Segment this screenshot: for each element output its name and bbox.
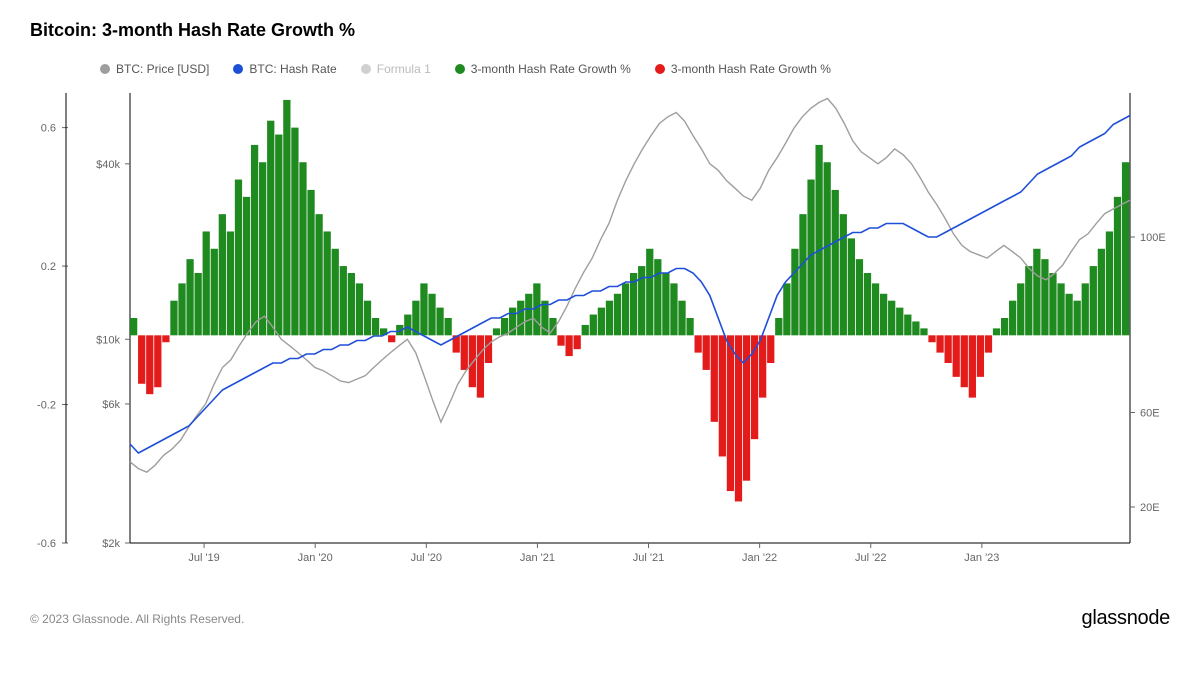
svg-text:$40k: $40k [96, 159, 120, 171]
chart-title: Bitcoin: 3-month Hash Rate Growth % [30, 20, 1170, 41]
chart-svg: -0.6 -0.2 0.2 0.6 $2k $6k $10k $40k 20E 60E 100E Ju… [30, 83, 1170, 593]
svg-text:Jul '22: Jul '22 [855, 552, 886, 564]
svg-text:Jan '21: Jan '21 [520, 552, 555, 564]
svg-text:0.6: 0.6 [41, 123, 56, 135]
chart-plot-area: -0.6 -0.2 0.2 0.6 $2k $6k $10k $40k 20E 60E 100E Ju… [30, 83, 1170, 593]
legend-label: 3-month Hash Rate Growth % [671, 62, 831, 76]
legend-dot-icon [655, 64, 665, 74]
svg-text:$10k: $10k [96, 334, 120, 346]
legend-dot-icon [233, 64, 243, 74]
legend-item[interactable]: Formula 1 [361, 62, 431, 76]
legend-item[interactable]: BTC: Price [USD] [100, 62, 209, 76]
legend-label: Formula 1 [377, 62, 431, 76]
svg-text:Jul '20: Jul '20 [411, 552, 442, 564]
legend-label: BTC: Price [USD] [116, 62, 209, 76]
svg-text:$2k: $2k [102, 538, 120, 550]
svg-text:Jan '23: Jan '23 [964, 552, 999, 564]
svg-text:20E: 20E [1140, 502, 1160, 514]
svg-text:Jul '21: Jul '21 [633, 552, 664, 564]
legend-label: 3-month Hash Rate Growth % [471, 62, 631, 76]
legend-dot-icon [455, 64, 465, 74]
svg-text:60E: 60E [1140, 408, 1160, 420]
copyright-text: © 2023 Glassnode. All Rights Reserved. [30, 612, 244, 626]
legend-dot-icon [361, 64, 371, 74]
svg-text:0.2: 0.2 [41, 261, 56, 273]
legend-label: BTC: Hash Rate [249, 62, 336, 76]
legend-item[interactable]: 3-month Hash Rate Growth % [455, 62, 631, 76]
chart-legend: BTC: Price [USD] BTC: Hash Rate Formula 1 3… [100, 61, 1170, 77]
svg-text:-0.6: -0.6 [37, 538, 56, 550]
legend-dot-icon [100, 64, 110, 74]
svg-text:Jul '19: Jul '19 [188, 552, 219, 564]
svg-text:100E: 100E [1140, 232, 1166, 244]
svg-text:-0.2: -0.2 [37, 400, 56, 412]
brand-logo: glassnode [1082, 607, 1170, 630]
legend-item[interactable]: 3-month Hash Rate Growth % [655, 62, 831, 76]
legend-item[interactable]: BTC: Hash Rate [233, 62, 336, 76]
svg-text:Jan '22: Jan '22 [742, 552, 777, 564]
svg-text:Jan '20: Jan '20 [298, 552, 333, 564]
chart-container: Bitcoin: 3-month Hash Rate Growth % BTC:… [0, 0, 1200, 675]
svg-text:$6k: $6k [102, 399, 120, 411]
chart-footer: © 2023 Glassnode. All Rights Reserved. g… [30, 607, 1170, 630]
